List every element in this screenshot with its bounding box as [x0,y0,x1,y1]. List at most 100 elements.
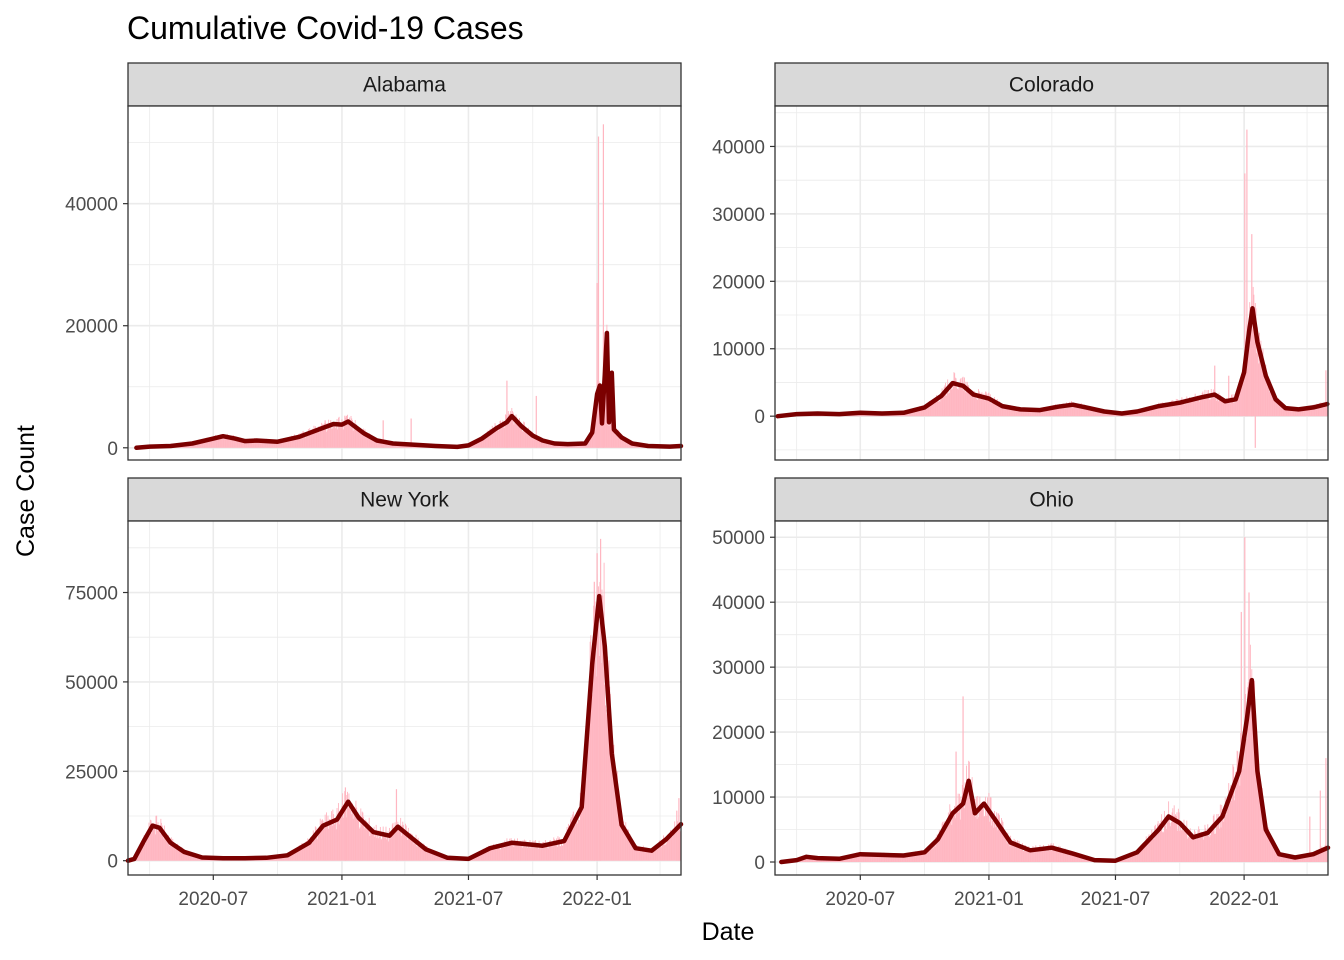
daily-bar [1250,329,1252,417]
daily-bar [1166,815,1168,863]
daily-bar [548,441,550,448]
daily-bar [1098,411,1100,417]
daily-bar [997,403,999,417]
daily-bar [1280,854,1281,863]
daily-bar [537,439,539,448]
daily-bar [1133,854,1135,863]
daily-bar [351,803,353,861]
daily-bar [160,818,162,861]
daily-bar [384,441,386,448]
daily-bar [538,840,540,861]
daily-bar [1155,827,1157,863]
daily-bar [212,437,214,448]
daily-bar [983,816,985,863]
daily-bar [326,824,328,861]
daily-bar [1305,409,1307,417]
daily-bar [598,586,599,861]
daily-bar [1303,856,1305,863]
daily-bar [295,439,297,448]
daily-bar [198,441,200,448]
daily-bar [168,845,170,861]
facet-strip [774,477,1329,522]
daily-bar [1173,403,1174,417]
daily-bar [226,433,228,448]
daily-bar [1039,409,1041,417]
daily-bar [519,841,521,861]
daily-bar [333,824,335,861]
daily-bar [501,844,503,861]
daily-bar [487,430,489,448]
daily-bar [1282,854,1284,863]
daily-bar [1011,405,1013,417]
daily-bar [1136,412,1138,417]
daily-bar [1105,412,1107,417]
daily-bar [890,853,892,863]
daily-bar [1217,813,1219,863]
daily-bar [250,440,252,448]
daily-bar [1208,399,1210,417]
daily-bar [1313,853,1315,863]
daily-bar [808,857,810,863]
daily-bar [998,403,1000,417]
daily-bar [1064,408,1066,417]
daily-bar [1215,398,1217,417]
y-axis-title: Case Count [12,425,40,557]
daily-bar [614,785,616,861]
daily-bar [1015,410,1017,417]
daily-bar [897,856,899,863]
daily-bar [205,440,207,448]
daily-bar-spike [382,420,384,448]
daily-bar [903,853,905,863]
daily-bar [231,436,232,448]
daily-bar [673,833,675,861]
daily-bar [520,428,522,448]
daily-bar [363,431,365,448]
daily-bar [375,438,377,448]
daily-bar [948,390,950,417]
daily-bar [230,437,232,448]
daily-bar [922,408,923,417]
daily-bar [956,387,958,417]
daily-bar [488,850,490,861]
chart-title: Cumulative Covid-19 Cases [127,10,524,46]
daily-bar [972,803,974,863]
daily-bar [501,427,503,448]
daily-bar [1237,392,1239,417]
daily-bar [330,811,332,861]
daily-bar [346,415,348,448]
daily-bar [407,827,409,861]
daily-bar [1019,848,1021,863]
daily-bar [584,745,586,861]
daily-bar [1003,408,1005,417]
daily-bar [1255,763,1257,863]
panel-border [127,105,682,461]
daily-bar [1253,294,1255,417]
daily-bar [413,844,415,861]
daily-bar [1200,832,1202,863]
daily-bar [1261,809,1263,863]
daily-bar [1017,407,1019,417]
daily-bar [1172,808,1174,863]
daily-bar [1180,399,1182,417]
daily-bar [878,856,880,863]
daily-bar [496,844,498,861]
daily-bar [1040,409,1042,417]
daily-bar [1188,837,1190,863]
daily-bar [1028,407,1030,417]
daily-bar [621,816,623,861]
daily-bar [957,804,958,863]
daily-bar [980,393,982,417]
daily-bar [1048,844,1050,863]
daily-bar [1213,814,1215,863]
daily-bar [281,441,283,448]
daily-bar [1300,407,1302,417]
daily-bar [927,402,929,417]
daily-bar [1135,850,1137,863]
daily-bar [1280,402,1282,417]
daily-bar [588,439,590,448]
daily-bar [298,436,300,448]
daily-bar [1202,391,1204,417]
daily-bar [330,823,332,861]
daily-bar [805,856,807,863]
daily-bar [1281,402,1283,417]
